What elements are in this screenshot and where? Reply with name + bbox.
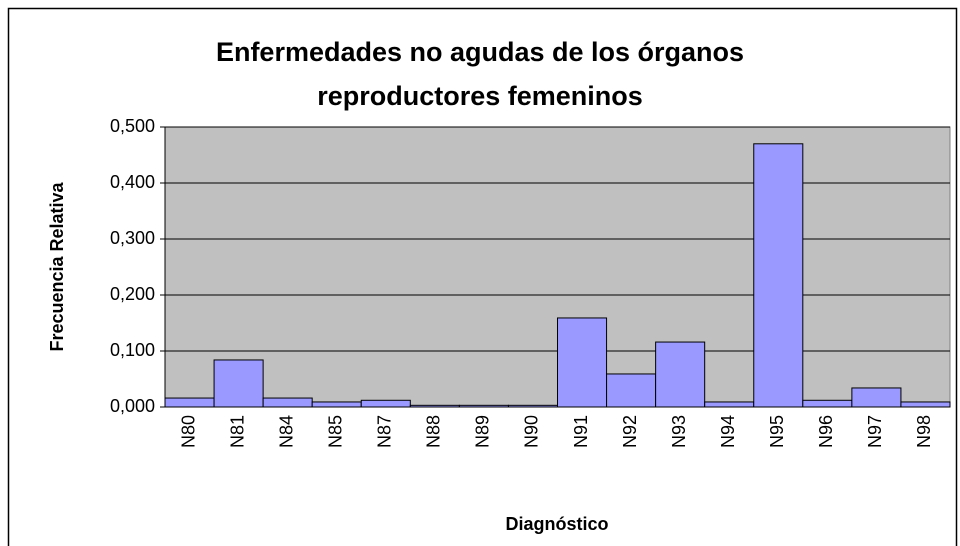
x-tick-label: N98 (914, 415, 934, 448)
bar (360, 399, 411, 408)
x-tick-label: N96 (816, 415, 836, 448)
bar (851, 387, 902, 408)
x-tick-label: N94 (718, 415, 738, 448)
y-tick-label: 0,200 (110, 284, 155, 304)
y-tick-label: 0,500 (110, 116, 155, 136)
bar (900, 401, 951, 408)
y-tick-label: 0,100 (110, 340, 155, 360)
bar (802, 399, 853, 408)
chart-title: Enfermedades no agudas de los órganos re… (215, 37, 745, 111)
x-tick-label: N95 (767, 415, 787, 448)
x-tick-label: N92 (620, 415, 640, 448)
y-axis-title: Frecuencia Relativa (47, 181, 67, 351)
y-tick-label: 0,000 (110, 396, 155, 416)
bar (655, 341, 706, 408)
bar (704, 401, 755, 408)
y-tick-label: 0,300 (110, 228, 155, 248)
bar (164, 397, 215, 408)
bar (753, 143, 804, 408)
x-tick-label: N90 (522, 415, 542, 448)
x-tick-label: N88 (424, 415, 444, 448)
bar (213, 359, 264, 408)
x-tick-label: N84 (276, 415, 296, 448)
x-tick-label: N97 (865, 415, 885, 448)
bar (606, 373, 657, 408)
x-tick-label: N81 (227, 415, 247, 448)
bar (311, 401, 362, 408)
bar (262, 397, 313, 408)
x-tick-label: N93 (669, 415, 689, 448)
x-tick-label: N87 (375, 415, 395, 448)
y-tick-label: 0,400 (110, 172, 155, 192)
x-tick-label: N89 (473, 415, 493, 448)
x-tick-label: N80 (178, 415, 198, 448)
x-tick-label: N91 (571, 415, 591, 448)
bar (557, 317, 608, 408)
x-axis-title: Diagnóstico (505, 514, 608, 534)
x-tick-label: N85 (325, 415, 345, 448)
